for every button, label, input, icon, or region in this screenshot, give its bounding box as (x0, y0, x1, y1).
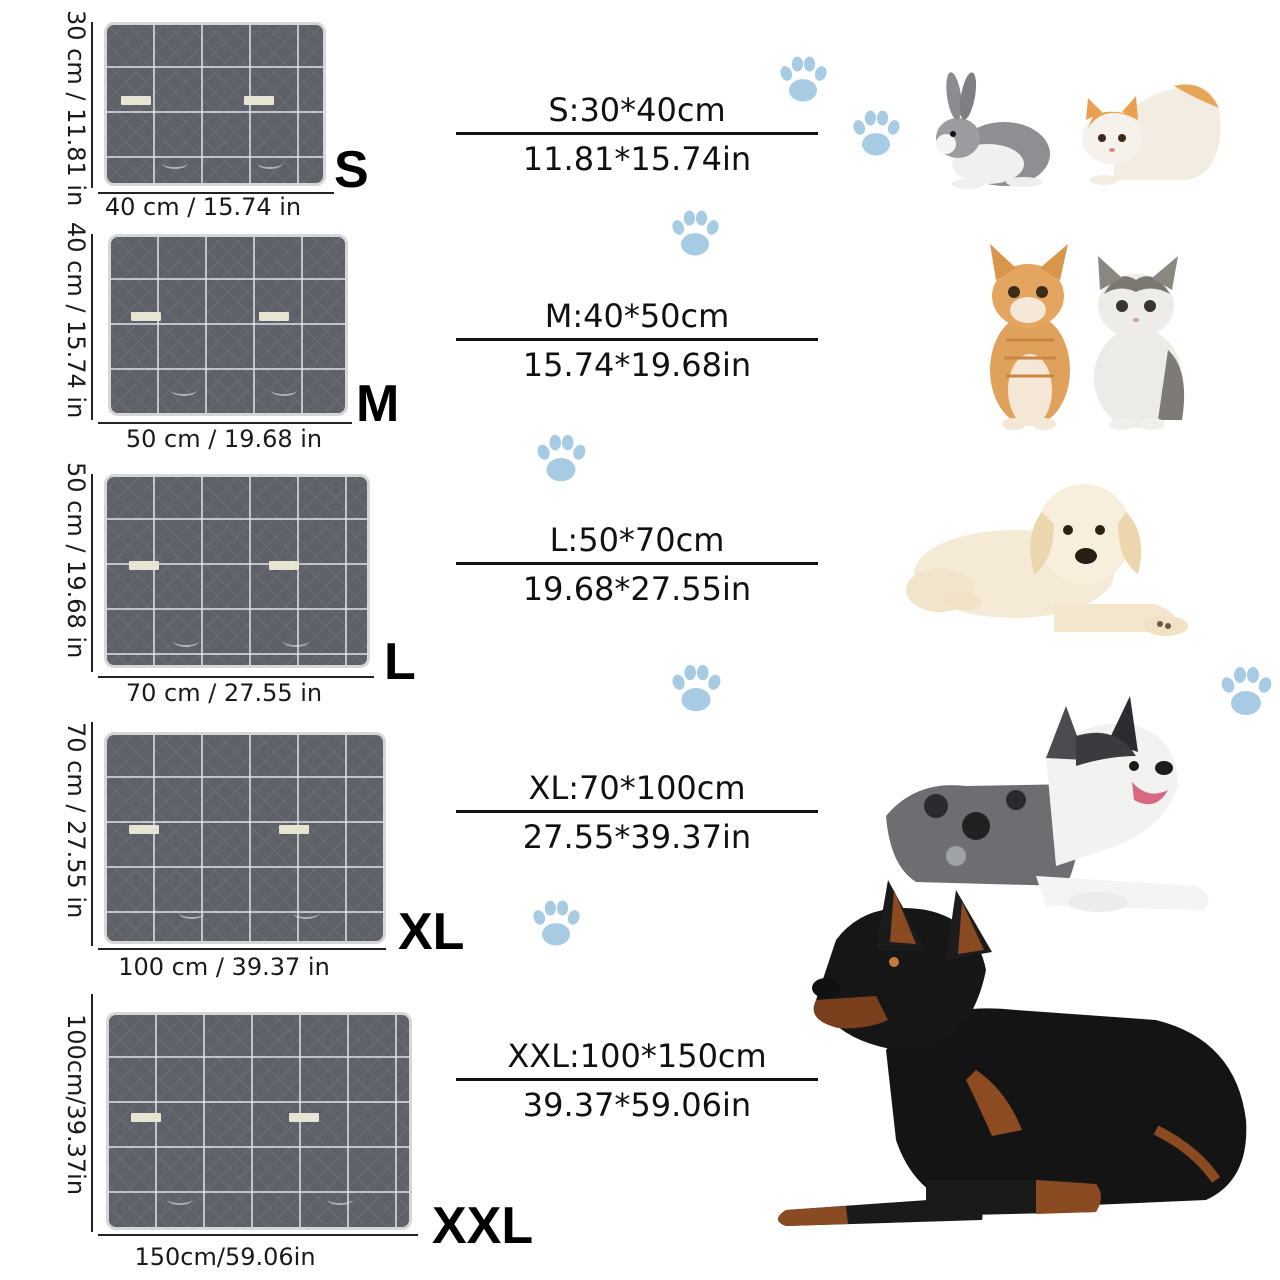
pad-label-tag (131, 312, 161, 321)
height-dimension-label: 70 cm / 27.55 in (62, 722, 90, 919)
paw-print-icon (670, 210, 721, 256)
size-letter: L (384, 633, 416, 691)
paw-print-icon (670, 664, 723, 712)
pad-logo (257, 157, 283, 169)
spec-in: 19.68*27.55in (522, 570, 752, 608)
width-dimension-label: 50 cm / 19.68 in (125, 425, 323, 453)
pad-label-tag (129, 561, 159, 570)
pet-pad-mat-s (104, 22, 326, 186)
size-spec-xxl: XXL:100*150cm 39.37*59.06in (456, 1036, 818, 1125)
height-dimension-line (91, 994, 93, 1232)
pad-logo (179, 907, 205, 919)
width-dimension-line (98, 1234, 418, 1236)
pad-label-tag (289, 1113, 319, 1122)
height-dimension-line (91, 234, 93, 420)
spec-in: 39.37*59.06in (522, 1086, 752, 1124)
paw-print-icon (851, 110, 902, 156)
size-letter: S (334, 141, 369, 199)
spec-in: 27.55*39.37in (522, 818, 752, 856)
pet-pad-mat-m (108, 234, 348, 416)
paw-print-icon (535, 434, 588, 482)
paw-print-icon (1219, 667, 1274, 715)
width-dimension-label: 70 cm / 27.55 in (125, 679, 323, 707)
paw-print-icon (778, 56, 829, 102)
spec-divider (456, 338, 818, 341)
pet-pad-mat-l (104, 474, 370, 668)
pad-label-tag (259, 312, 289, 321)
pad-label-tag (121, 96, 151, 105)
spec-cm: XL:70*100cm (528, 769, 746, 807)
height-dimension-line (91, 722, 93, 946)
pad-logo (271, 384, 297, 396)
width-dimension-line (98, 948, 386, 950)
height-dimension-label: 40 cm / 15.74 in (62, 222, 90, 419)
width-dimension-line (98, 676, 374, 678)
spec-in: 11.81*15.74in (522, 140, 752, 178)
size-letter: M (356, 375, 400, 433)
size-letter: XL (398, 903, 465, 961)
pad-label-tag (269, 561, 299, 570)
size-spec-xl: XL:70*100cm 27.55*39.37in (456, 768, 818, 857)
rabbit-illustration (936, 72, 1050, 189)
size-spec-s: S:30*40cm 11.81*15.74in (456, 90, 818, 179)
height-dimension-label: 50 cm / 19.68 in (62, 462, 90, 659)
width-dimension-label: 40 cm / 15.74 in (104, 193, 302, 221)
pad-logo (327, 1193, 353, 1205)
pad-label-tag (129, 825, 159, 834)
width-dimension-line (98, 422, 352, 424)
spec-divider (456, 810, 818, 813)
spec-divider (456, 1078, 818, 1081)
height-dimension-line (91, 474, 93, 672)
spec-cm: S:30*40cm (548, 91, 726, 129)
pad-logo (167, 1193, 193, 1205)
orange-tabby-cat-illustration (990, 244, 1070, 430)
height-dimension-line (91, 22, 93, 188)
size-spec-m: M:40*50cm 15.74*19.68in (456, 296, 818, 385)
pad-label-tag (279, 825, 309, 834)
size-letter: XXL (432, 1197, 534, 1255)
pad-logo (293, 907, 319, 919)
width-dimension-label: 100 cm / 39.37 in (118, 953, 330, 981)
height-dimension-label: 100cm/39.37in (62, 1014, 90, 1196)
size-spec-l: L:50*70cm 19.68*27.55in (456, 520, 818, 609)
labrador-puppy-illustration (906, 484, 1188, 636)
grey-white-cat-illustration (1094, 256, 1185, 430)
pad-logo (173, 635, 199, 647)
width-dimension-line (98, 192, 334, 194)
doberman-illustration (778, 880, 1247, 1226)
spec-cm: M:40*50cm (544, 297, 730, 335)
pad-logo (162, 157, 188, 169)
merle-collie-illustration (886, 696, 1209, 912)
spec-in: 15.74*19.68in (522, 346, 752, 384)
spec-cm: XXL:100*150cm (507, 1037, 767, 1075)
pad-logo (283, 635, 309, 647)
pet-pad-mat-xxl (106, 1012, 412, 1230)
paw-print-icon (531, 900, 582, 946)
pet-pad-mat-xl (104, 732, 386, 944)
kitten-illustration (1082, 84, 1221, 185)
pad-logo (171, 384, 197, 396)
spec-cm: L:50*70cm (549, 521, 725, 559)
width-dimension-label: 150cm/59.06in (134, 1243, 316, 1271)
pad-label-tag (244, 96, 274, 105)
height-dimension-label: 30 cm / 11.81 in (62, 10, 90, 207)
spec-divider (456, 562, 818, 565)
pad-label-tag (131, 1113, 161, 1122)
spec-divider (456, 132, 818, 135)
